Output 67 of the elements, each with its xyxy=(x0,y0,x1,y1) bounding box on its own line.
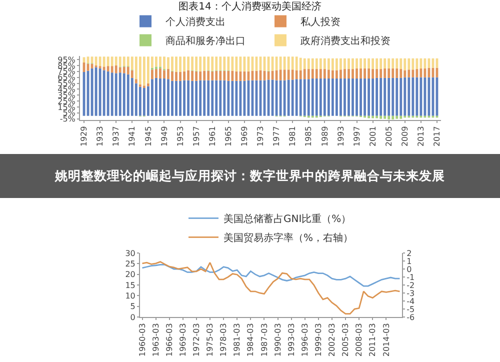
y2-tick-label: -3 xyxy=(406,288,415,298)
x-tick-label: 1941 xyxy=(128,126,137,147)
x-tick-label: 1961 xyxy=(208,126,217,147)
x-tick-label: 1957 xyxy=(192,126,201,147)
x-tick-label: 1977 xyxy=(272,126,282,147)
legend-label: 美国贸易赤字率（%，右轴） xyxy=(224,232,354,244)
y-tick-label: 30 xyxy=(125,248,136,258)
x-tick-label: 1949 xyxy=(160,126,169,147)
legend-label: 商品和服务净出口 xyxy=(166,35,246,48)
legend-label: 政府消费支出和投资 xyxy=(300,35,390,48)
x-tick-label: 1990-03 xyxy=(273,323,282,357)
x-tick-label: 1963-03 xyxy=(151,323,160,357)
x-tick-label: 1945 xyxy=(144,126,153,147)
x-tick-label: 2008-03 xyxy=(354,323,364,357)
y2-tick-label: 1 xyxy=(406,256,412,266)
y-tick-label: 0 xyxy=(130,312,136,322)
y-tick-label: 20 xyxy=(125,270,136,280)
x-tick-label: 1937 xyxy=(112,126,121,147)
x-tick-label: 1972-03 xyxy=(192,323,202,357)
text: 姚明整数理论的崛起与应用探讨：数字世界中的跨界融合与未来发展 xyxy=(0,154,500,198)
legend-label: 私人投资 xyxy=(300,16,340,28)
x-tick-label: 1969-03 xyxy=(178,323,188,357)
x-tick-label: 1984-03 xyxy=(246,323,256,357)
x-tick-label: 2017 xyxy=(432,126,442,147)
x-tick-label: 1975-03 xyxy=(206,323,215,357)
x-tick-label: 1953 xyxy=(176,126,185,147)
y-tick-label: -5% xyxy=(60,114,76,124)
y2-tick-label: -6 xyxy=(406,312,415,322)
x-tick-label: 1993-03 xyxy=(286,323,296,357)
x-tick-label: 2002-03 xyxy=(328,323,337,357)
y-tick-label: 25 xyxy=(125,259,136,268)
x-tick-label: 1997 xyxy=(352,126,362,147)
x-tick-label: 1999-03 xyxy=(314,323,324,357)
y2-tick-label: -2 xyxy=(406,280,415,290)
y2-tick-label: -5 xyxy=(406,304,415,314)
x-tick-label: 2001 xyxy=(368,126,378,147)
x-tick-label: 2014-03 xyxy=(382,323,391,357)
x-tick-label: 1989 xyxy=(320,126,330,147)
x-tick-label: 1929 xyxy=(80,126,89,147)
y-tick-label: 10 xyxy=(125,291,136,300)
legend-label: 美国总储蓄占GNI比重（%） xyxy=(224,213,352,226)
x-tick-label: 1981-03 xyxy=(232,323,242,357)
x-tick-label: 1987-03 xyxy=(260,323,269,357)
x-tick-label: 2009 xyxy=(400,126,410,147)
x-tick-label: 1969 xyxy=(240,126,250,147)
x-tick-label: 1973 xyxy=(256,126,266,147)
legend-label: 个人消费支出 xyxy=(166,16,226,28)
x-tick-label: 1966-03 xyxy=(164,323,174,357)
y2-tick-label: 0 xyxy=(406,264,412,274)
y2-tick-label: -4 xyxy=(406,296,415,306)
chart-title: 图表14：个人消费驱动美国经济 xyxy=(178,0,322,12)
y2-tick-label: -1 xyxy=(406,272,415,282)
x-tick-label: 1965 xyxy=(224,126,234,147)
x-tick-label: 2005-03 xyxy=(341,323,350,357)
x-tick-label: 1985 xyxy=(304,126,314,147)
x-tick-label: 1993 xyxy=(336,126,346,147)
x-tick-label: 1960-03 xyxy=(138,323,147,357)
y-tick-label: 15 xyxy=(125,280,136,290)
x-tick-label: 2005 xyxy=(384,126,394,147)
x-tick-label: 2013 xyxy=(416,126,426,147)
x-tick-label: 1981 xyxy=(288,126,298,147)
x-tick-label: 1978-03 xyxy=(219,323,228,357)
y-tick-label: 5 xyxy=(130,302,136,312)
y2-tick-label: 2 xyxy=(406,248,412,258)
x-tick-label: 1933 xyxy=(96,126,105,147)
x-tick-label: 2011-03 xyxy=(368,323,378,357)
x-tick-label: 1996-03 xyxy=(300,323,310,357)
